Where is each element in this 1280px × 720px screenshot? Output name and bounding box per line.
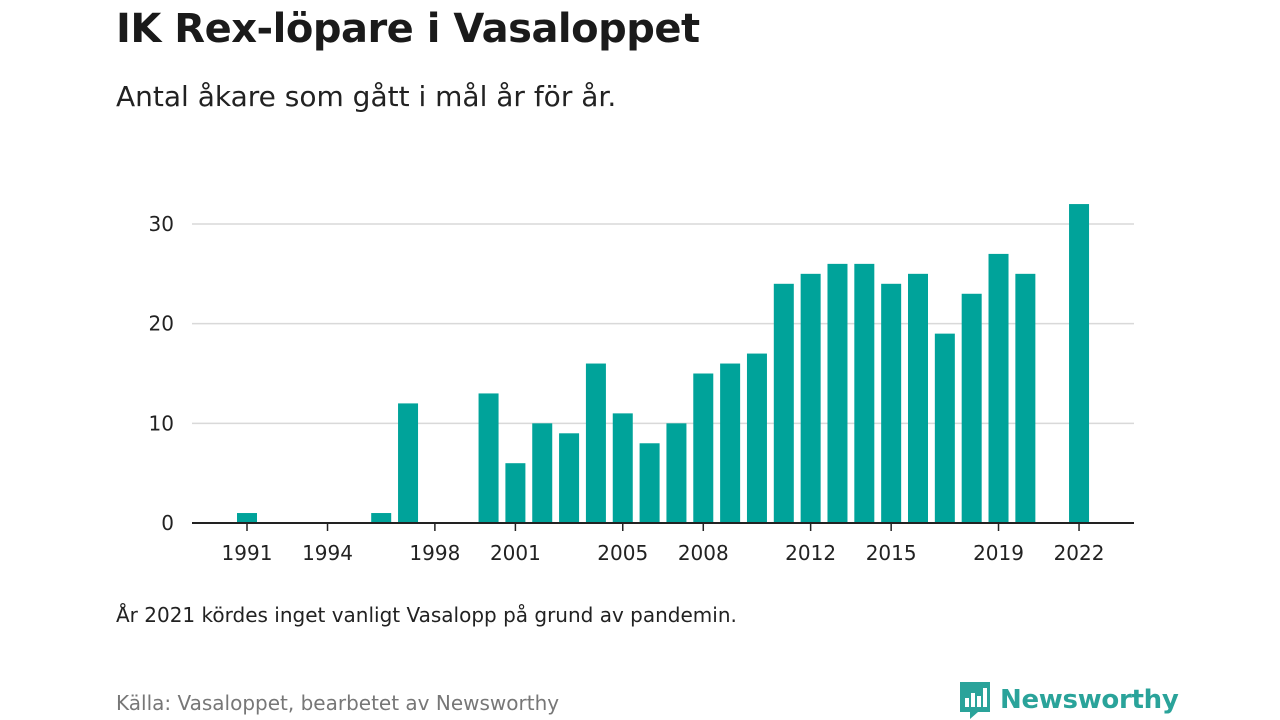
x-tick-label: 2019: [973, 541, 1024, 565]
bar-2011: [773, 283, 794, 523]
chart-subtitle: Antal åkare som gått i mål år för år.: [116, 80, 617, 113]
bars: [237, 204, 1090, 524]
bar-2020: [1015, 273, 1036, 523]
x-tick-label: 2008: [678, 541, 729, 565]
x-tick-label: 1991: [222, 541, 273, 565]
bar-2015: [881, 283, 902, 523]
x-tick-label: 2005: [597, 541, 648, 565]
chart-note: År 2021 kördes inget vanligt Vasalopp på…: [116, 603, 737, 627]
x-tick-labels: 1991 1994 1998 2001 2005 2008 2012 2015 2019 2022: [222, 541, 1105, 565]
y-tick-label: 10: [149, 411, 174, 435]
bar-2001: [505, 463, 526, 523]
source-credit: Källa: Vasaloppet, bearbetet av Newswort…: [116, 691, 560, 715]
y-tick-label: 0: [161, 511, 174, 535]
x-tick-label: 2015: [866, 541, 917, 565]
bar-2012: [800, 273, 821, 523]
bar-2002: [532, 423, 553, 523]
bar-1997: [398, 403, 419, 523]
bar-2000: [478, 393, 499, 523]
newsworthy-logo: Newsworthy: [958, 680, 1179, 720]
bar-2009: [720, 363, 741, 523]
y-tick-label: 20: [149, 312, 174, 336]
bar-2010: [746, 353, 767, 523]
x-tick-label: 1994: [302, 541, 353, 565]
y-tick-labels: 0 10 20 30: [149, 212, 174, 535]
bar-2019: [988, 253, 1009, 523]
bar-2018: [961, 293, 982, 523]
bar-2006: [639, 443, 660, 523]
y-tick-label: 30: [149, 212, 174, 236]
bar-2017: [934, 333, 955, 523]
bar-2007: [666, 423, 687, 523]
x-tick-label: 2022: [1054, 541, 1105, 565]
bar-2004: [585, 363, 606, 523]
x-tick-label: 2001: [490, 541, 541, 565]
x-tick-label: 2012: [785, 541, 836, 565]
bar-2008: [693, 373, 714, 523]
x-tick-label: 1998: [409, 541, 460, 565]
x-axis: [192, 522, 1134, 531]
bar-2003: [559, 433, 580, 523]
bar-2022: [1069, 204, 1090, 524]
bar-2013: [827, 263, 848, 523]
bar-1996: [371, 513, 392, 523]
bar-1991: [237, 513, 257, 523]
newsworthy-logo-icon: [960, 682, 990, 719]
bar-2005: [612, 413, 633, 523]
newsworthy-logo-text: Newsworthy: [1000, 685, 1179, 715]
chart-title: IK Rex-löpare i Vasaloppet: [116, 6, 700, 52]
bar-chart: 0 10 20 30 1991 1994 1998 2001 2005 2008 2012 2015…: [149, 204, 1134, 565]
bar-2014: [854, 263, 875, 523]
bar-2016: [908, 273, 928, 523]
